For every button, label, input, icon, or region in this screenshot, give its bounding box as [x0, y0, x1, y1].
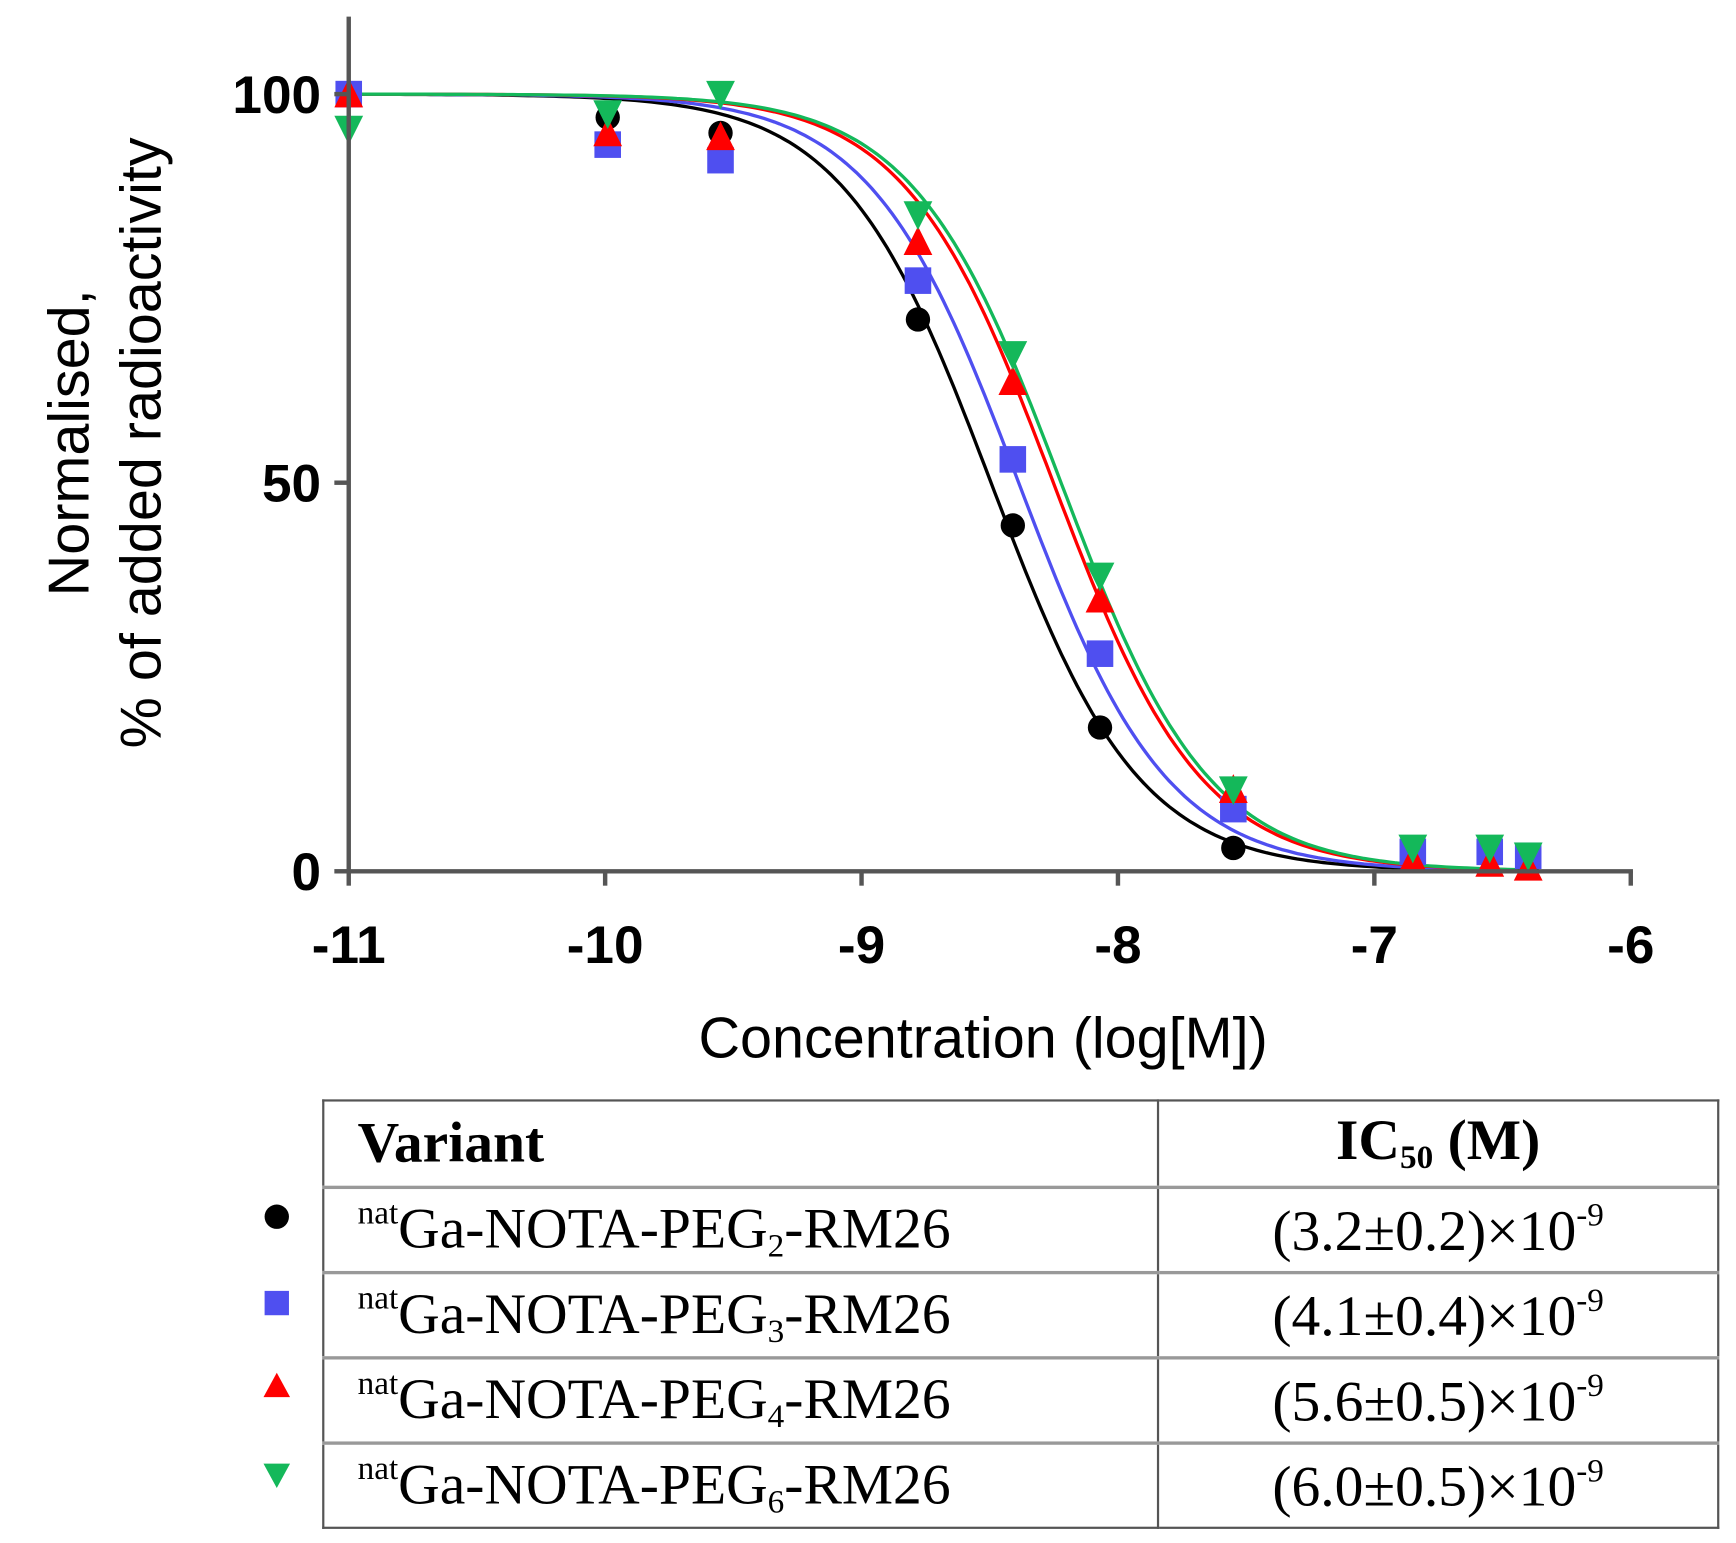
x-tick-label: -8 — [1094, 916, 1141, 975]
data-point-triangle-up — [593, 117, 623, 147]
header-ic50-sub: 50 — [1399, 1139, 1434, 1176]
data-point-circle — [905, 307, 931, 332]
data-point-triangle-up — [903, 226, 933, 256]
x-ticks: -11 -10 -9 -8 -7 -6 — [312, 871, 1654, 975]
y-tick-label: 50 — [262, 455, 321, 514]
variant-sup: nat — [357, 1194, 399, 1232]
data-point-triangle-down — [706, 80, 735, 110]
data-point-square — [707, 146, 734, 174]
variant-sub: 4 — [767, 1398, 785, 1435]
y-ticks: 0 50 100 — [232, 66, 349, 902]
data-point-triangle-down — [998, 341, 1028, 370]
variant-name: Ga-NOTA-PEG — [398, 1368, 768, 1432]
data-points — [334, 78, 1543, 881]
data-point-square — [904, 267, 932, 294]
variant-suffix: -RM26 — [784, 1197, 951, 1261]
ic50-cell: (5.6±0.5)×10-9 — [1156, 1356, 1720, 1445]
data-point-triangle-down — [1513, 842, 1543, 872]
variant-suffix: -RM26 — [784, 1453, 951, 1517]
variant-name: Ga-NOTA-PEG — [398, 1197, 768, 1261]
legend-marker-triangle-down — [263, 1463, 291, 1488]
data-point-circle — [1000, 513, 1026, 538]
fit-curve-circle — [348, 92, 1529, 873]
x-tick-label: -9 — [838, 916, 885, 975]
variant-sup: nat — [357, 1365, 399, 1402]
variant-cell: natGa-NOTA-PEG4-RM26 — [322, 1356, 1160, 1445]
y-axis-title-line1: Normalised, — [38, 289, 102, 596]
ic50-exponent: -9 — [1576, 1282, 1604, 1319]
variant-cell: natGa-NOTA-PEG2-RM26 — [322, 1185, 1160, 1274]
ic50-table: Variant IC50 (M) natGa-NOTA-PEG2-RM26 (3… — [322, 1099, 1720, 1529]
ic50-value: (6.0±0.5)×10 — [1272, 1455, 1577, 1519]
ic50-cell: (3.2±0.2)×10-9 — [1156, 1185, 1720, 1274]
data-point-square — [1086, 640, 1114, 667]
ic50-exponent: -9 — [1576, 1196, 1604, 1234]
variant-sup: nat — [357, 1279, 399, 1317]
y-axis-title-line2: % of added radioactivity — [110, 137, 174, 748]
header-variant: Variant — [322, 1099, 1160, 1189]
data-point-triangle-down — [1475, 834, 1505, 864]
x-axis-title: Concentration (log[M]) — [698, 1006, 1267, 1070]
table-row: natGa-NOTA-PEG4-RM26 (5.6±0.5)×10-9 — [322, 1356, 1720, 1445]
y-tick-label: 0 — [292, 843, 322, 902]
legend-marker-circle — [264, 1204, 289, 1229]
header-ic50: IC50 (M) — [1156, 1099, 1720, 1189]
variant-cell: natGa-NOTA-PEG6-RM26 — [322, 1441, 1160, 1529]
variant-sub: 2 — [767, 1227, 785, 1265]
data-point-triangle-up — [1085, 583, 1115, 613]
ic50-exponent: -9 — [1576, 1367, 1604, 1404]
variant-suffix: -RM26 — [784, 1368, 951, 1432]
variant-sub: 6 — [767, 1483, 785, 1521]
x-tick-label: -7 — [1351, 916, 1398, 975]
variant-name: Ga-NOTA-PEG — [398, 1283, 768, 1347]
data-point-circle — [1221, 835, 1246, 861]
fit-curves — [348, 92, 1529, 873]
chart: -11 -10 -9 -8 -7 -6 0 50 100 Concentration (log… — [38, 16, 1654, 1070]
ic50-cell: (4.1±0.4)×10-9 — [1156, 1270, 1720, 1359]
variant-cell: natGa-NOTA-PEG3-RM26 — [322, 1270, 1160, 1359]
data-point-circle — [1087, 715, 1113, 740]
x-tick-label: -11 — [312, 916, 386, 975]
x-tick-label: -6 — [1607, 916, 1654, 975]
data-point-triangle-down — [1218, 776, 1248, 806]
variant-sup: nat — [357, 1450, 399, 1487]
fit-curve-triangle-up — [348, 92, 1529, 872]
data-point-triangle-down — [593, 100, 623, 130]
x-tick-label: -10 — [567, 916, 644, 975]
header-ic50-main: IC — [1335, 1109, 1400, 1173]
data-point-triangle-down — [1085, 562, 1115, 592]
table-row: natGa-NOTA-PEG2-RM26 (3.2±0.2)×10-9 — [322, 1185, 1720, 1274]
table-row: natGa-NOTA-PEG6-RM26 (6.0±0.5)×10-9 — [322, 1441, 1720, 1529]
ic50-value: (3.2±0.2)×10 — [1272, 1200, 1577, 1264]
table-row: natGa-NOTA-PEG3-RM26 (4.1±0.4)×10-9 — [322, 1270, 1720, 1359]
data-point-triangle-up — [706, 121, 735, 151]
data-point-triangle-down — [1398, 834, 1428, 864]
legend-marker-square — [264, 1290, 289, 1316]
variant-suffix: -RM26 — [784, 1283, 951, 1347]
data-point-triangle-up — [998, 366, 1028, 395]
ic50-value: (4.1±0.4)×10 — [1272, 1285, 1577, 1349]
variant-name: Ga-NOTA-PEG — [398, 1453, 768, 1517]
variant-sub: 3 — [767, 1313, 785, 1350]
y-tick-label: 100 — [232, 66, 321, 125]
data-point-square — [999, 446, 1027, 473]
fit-curve-square — [348, 92, 1529, 873]
fit-curve-triangle-down — [348, 92, 1529, 872]
ic50-exponent: -9 — [1576, 1452, 1604, 1490]
ic50-cell: (6.0±0.5)×10-9 — [1156, 1441, 1720, 1529]
legend-marker-triangle-up — [263, 1372, 291, 1398]
table-header-row: Variant IC50 (M) — [322, 1099, 1720, 1189]
data-point-triangle-down — [903, 201, 933, 231]
ic50-value: (5.6±0.5)×10 — [1272, 1370, 1577, 1434]
header-ic50-unit: (M) — [1433, 1109, 1541, 1173]
